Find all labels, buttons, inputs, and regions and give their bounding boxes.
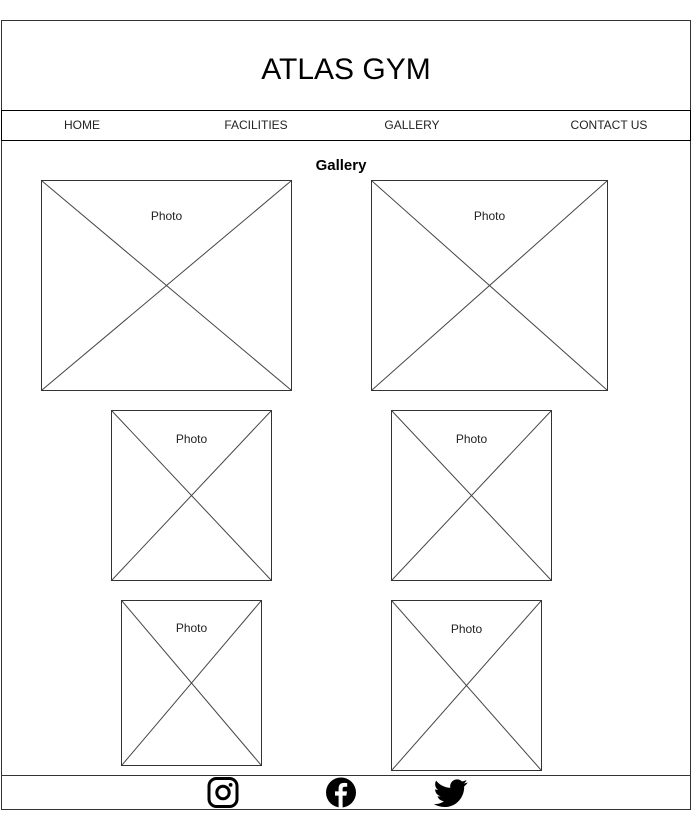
photo-label: Photo xyxy=(175,432,208,446)
photo-placeholder-2: Photo xyxy=(371,180,608,391)
photo-label: Photo xyxy=(450,622,483,636)
image-placeholder-icon xyxy=(392,411,551,580)
image-placeholder-icon xyxy=(112,411,271,580)
twitter-icon[interactable] xyxy=(433,776,469,810)
photo-placeholder-4: Photo xyxy=(391,410,552,581)
photo-placeholder-5: Photo xyxy=(121,600,262,766)
gallery-heading: Gallery xyxy=(315,157,367,174)
page-frame xyxy=(1,20,691,810)
photo-placeholder-1: Photo xyxy=(41,180,292,391)
nav-item-gallery[interactable]: GALLERY xyxy=(384,118,440,132)
facebook-icon[interactable] xyxy=(323,776,359,810)
site-title: ATLAS GYM xyxy=(261,53,431,86)
photo-label: Photo xyxy=(455,432,488,446)
photo-placeholder-6: Photo xyxy=(391,600,542,771)
image-placeholder-icon xyxy=(392,601,541,770)
photo-placeholder-3: Photo xyxy=(111,410,272,581)
photo-label: Photo xyxy=(473,209,506,223)
image-placeholder-icon xyxy=(372,181,607,390)
image-placeholder-icon xyxy=(122,601,261,765)
photo-label: Photo xyxy=(150,209,183,223)
instagram-icon[interactable] xyxy=(205,776,241,810)
nav-item-home[interactable]: HOME xyxy=(64,118,100,132)
nav-item-facilities[interactable]: FACILITIES xyxy=(224,118,288,132)
nav-item-contact-us[interactable]: CONTACT US xyxy=(570,118,648,132)
footer-bar xyxy=(1,775,691,810)
nav-bar: HOME FACILITIES GALLERY CONTACT US xyxy=(1,110,691,141)
image-placeholder-icon xyxy=(42,181,291,390)
photo-label: Photo xyxy=(175,621,208,635)
